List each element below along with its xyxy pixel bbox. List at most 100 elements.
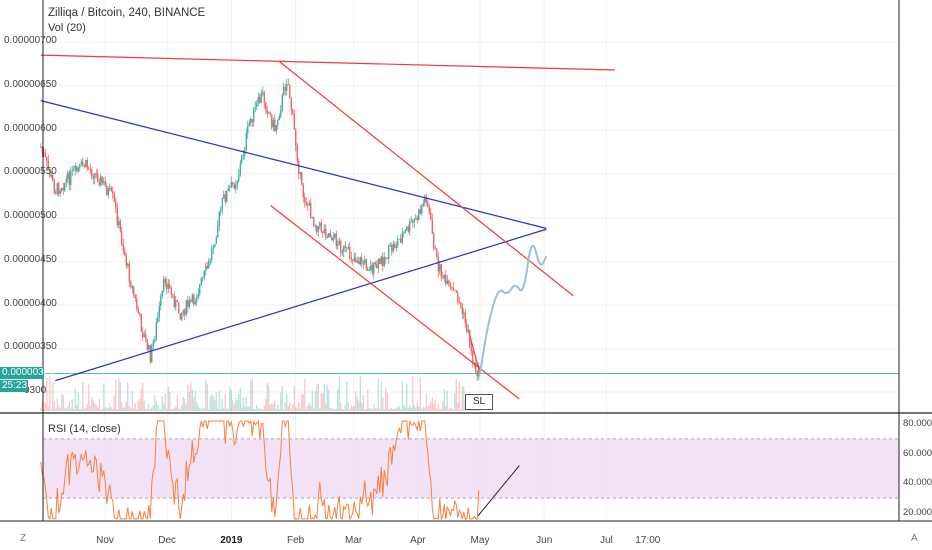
volume-bar xyxy=(367,389,369,411)
candle-body xyxy=(205,266,207,271)
volume-bar xyxy=(127,382,129,411)
volume-bar xyxy=(328,389,330,411)
candle-body xyxy=(173,295,175,308)
volume-bar xyxy=(148,403,150,411)
candle-body xyxy=(407,227,409,232)
volume-bar xyxy=(268,386,270,411)
candle-body xyxy=(316,225,318,233)
volume-bar xyxy=(287,405,289,411)
candle-body xyxy=(469,330,471,348)
candle-body xyxy=(181,312,183,320)
volume-bar xyxy=(271,403,273,411)
candle-body xyxy=(137,308,139,314)
volume-bar xyxy=(365,408,367,411)
volume-bar xyxy=(269,404,271,411)
volume-bar xyxy=(332,408,334,411)
candle-body xyxy=(43,151,45,154)
volume-bar xyxy=(169,391,171,411)
volume-bar xyxy=(425,393,427,411)
rsi-projection-line[interactable] xyxy=(477,465,520,517)
volume-bar xyxy=(337,389,339,411)
volume-bar xyxy=(457,402,459,411)
volume-bar xyxy=(214,400,216,411)
stop-loss-label[interactable]: SL xyxy=(465,394,493,410)
candle-body xyxy=(44,153,46,157)
candle-body xyxy=(311,217,313,219)
volume-bar xyxy=(59,408,61,411)
candle-body xyxy=(121,231,123,245)
volume-bar xyxy=(133,408,135,411)
volume-bar xyxy=(325,403,327,411)
price-tick-label: 0.00000650 xyxy=(4,78,57,90)
volume-bar xyxy=(313,408,315,411)
volume-bar xyxy=(298,402,300,411)
candle-body xyxy=(271,114,273,128)
candle-body xyxy=(208,260,210,269)
candle-body xyxy=(151,345,153,363)
candle-body xyxy=(382,256,384,267)
volume-bar xyxy=(427,406,429,411)
candle-body xyxy=(299,172,301,174)
candle-body xyxy=(467,330,469,332)
candle-body xyxy=(326,236,328,238)
trendlines[interactable] xyxy=(40,54,615,400)
candle-body xyxy=(412,221,414,223)
volume-bar xyxy=(235,397,237,411)
volume-bar xyxy=(224,393,226,411)
candle-body xyxy=(295,129,297,146)
volume-bar xyxy=(115,380,117,411)
volume-bar xyxy=(173,408,175,411)
volume-bar xyxy=(134,402,136,411)
candle-body xyxy=(437,256,439,272)
candle-body xyxy=(392,243,394,252)
volume-bar xyxy=(455,379,457,411)
projection-path[interactable] xyxy=(479,244,548,374)
candle-body xyxy=(439,264,441,272)
auto-scale-icon[interactable]: A xyxy=(911,533,918,544)
candle-body xyxy=(347,246,349,248)
time-tick-label: Mar xyxy=(344,535,363,546)
time-tick-label: Jul xyxy=(599,535,613,546)
volume-bar xyxy=(251,377,253,411)
candle-body xyxy=(250,119,252,124)
volume-bar xyxy=(295,407,297,411)
volume-bar xyxy=(230,389,232,411)
volume-bar xyxy=(155,401,157,411)
volume-bar xyxy=(421,408,423,411)
volume-indicator-label[interactable]: Vol (20) xyxy=(48,22,86,34)
volume-bar xyxy=(67,406,69,411)
candle-body xyxy=(221,198,223,210)
time-tick-label: Jun xyxy=(536,535,553,546)
volume-bar xyxy=(278,408,280,411)
candle-body xyxy=(211,248,213,260)
candle-body xyxy=(55,193,57,194)
rsi-indicator-label[interactable]: RSI (14, close) xyxy=(48,423,121,435)
candle-body xyxy=(386,258,388,259)
volume-bar xyxy=(43,408,45,411)
volume-bar xyxy=(226,408,228,411)
candle-body xyxy=(416,217,418,221)
candle-body xyxy=(200,278,202,285)
candle-body xyxy=(52,174,54,182)
candle-body xyxy=(124,250,126,256)
candle-body xyxy=(113,193,115,202)
volume-bar xyxy=(364,408,366,411)
candle-body xyxy=(436,248,438,257)
candle-body xyxy=(172,294,174,296)
candle-body xyxy=(385,257,387,259)
volume-bar xyxy=(80,408,82,411)
volume-bar xyxy=(445,405,447,411)
volume-bar xyxy=(274,400,276,411)
candle-body xyxy=(62,188,64,191)
candle-body xyxy=(341,252,343,253)
timezone-icon[interactable]: Z xyxy=(20,533,27,544)
candle-body xyxy=(41,146,43,152)
volume-bar xyxy=(403,404,405,411)
volume-bar xyxy=(301,393,303,411)
candle-body xyxy=(202,276,204,279)
time-tick-label: Feb xyxy=(286,535,305,546)
volume-bar xyxy=(406,383,408,411)
candle-body xyxy=(367,269,369,271)
candle-body xyxy=(377,258,379,269)
